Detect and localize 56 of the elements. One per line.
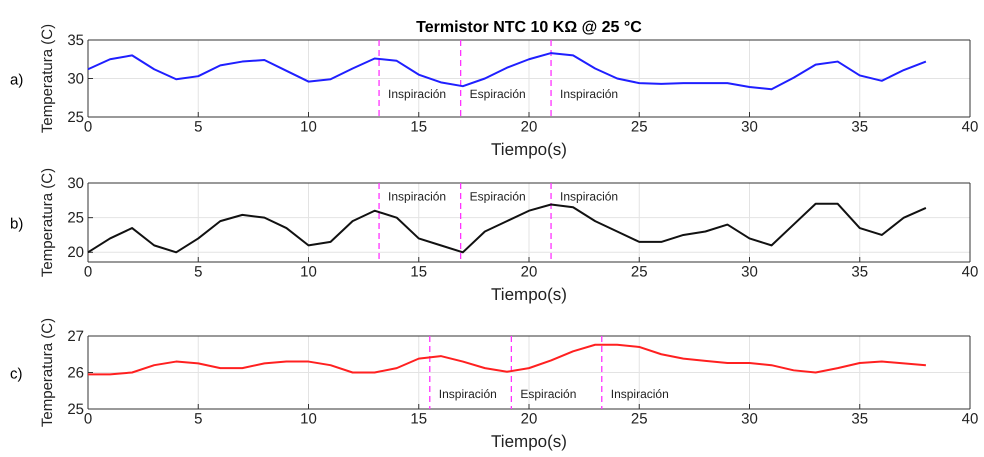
y-tick-label: 35	[67, 32, 84, 49]
ref-line-label: Inspiración	[560, 189, 618, 204]
x-tick-label: 40	[962, 410, 978, 428]
line-series	[87, 52, 927, 90]
x-tick-label: 0	[84, 264, 92, 281]
ref-line-label: Espiración	[470, 86, 526, 101]
line-series	[87, 344, 927, 376]
x-tick-label: 10	[300, 410, 317, 428]
y-axis-title: Temperatura (C)	[39, 24, 56, 134]
y-tick-label: 30	[67, 174, 84, 192]
x-tick-label: 5	[194, 410, 202, 428]
x-tick-label: 30	[741, 264, 758, 281]
x-tick-label: 0	[84, 410, 92, 428]
ref-line-label: Inspiración	[438, 387, 497, 402]
x-tick-label: 10	[300, 118, 317, 136]
x-axis-title: Tiempo(s)	[491, 432, 567, 451]
x-tick-label: 40	[962, 264, 978, 281]
y-tick-label: 26	[67, 364, 84, 382]
x-tick-label: 20	[520, 118, 538, 136]
text: b)	[10, 216, 24, 232]
x-tick-label: 25	[630, 118, 648, 136]
ref-line-label: Inspiración	[610, 387, 669, 402]
x-tick-label: 20	[520, 264, 538, 281]
x-tick-label: 10	[300, 264, 317, 281]
x-tick-label: 5	[194, 264, 202, 281]
ref-line-label: Espiración	[520, 387, 576, 402]
x-tick-label: 35	[851, 118, 868, 136]
x-tick-label: 0	[84, 118, 92, 136]
x-tick-label: 15	[410, 410, 428, 428]
x-axis-title: Tiempo(s)	[491, 140, 567, 159]
ref-line-label: Inspiración	[560, 86, 618, 101]
x-axis-title: Tiempo(s)	[491, 285, 567, 304]
y-tick-label: 20	[67, 244, 84, 262]
x-tick-label: 20	[520, 410, 538, 428]
ref-line-label: Inspiración	[388, 189, 446, 204]
x-tick-label: 15	[410, 118, 428, 136]
x-tick-label: 35	[851, 264, 868, 281]
line-series	[87, 202, 927, 254]
ref-line-label: Espiración	[470, 189, 526, 204]
x-tick-label: 5	[194, 118, 202, 136]
x-tick-label: 30	[741, 410, 758, 428]
ref-line-label: Inspiración	[388, 86, 446, 101]
y-axis-title: Temperatura (C)	[39, 318, 56, 428]
chart-title: Termistor NTC 10 KΩ @ 25 °C	[416, 19, 642, 36]
text: a)	[10, 72, 24, 88]
x-tick-label: 15	[410, 264, 428, 281]
x-tick-label: 40	[962, 118, 978, 136]
y-tick-label: 25	[67, 209, 84, 226]
text: c)	[10, 366, 22, 382]
x-tick-label: 35	[851, 410, 868, 428]
x-tick-label: 30	[741, 118, 758, 136]
x-tick-label: 25	[630, 264, 648, 281]
x-tick-label: 25	[630, 410, 648, 428]
y-axis-title: Temperatura (C)	[39, 168, 56, 278]
y-tick-label: 27	[67, 328, 84, 345]
y-tick-label: 30	[67, 70, 84, 88]
